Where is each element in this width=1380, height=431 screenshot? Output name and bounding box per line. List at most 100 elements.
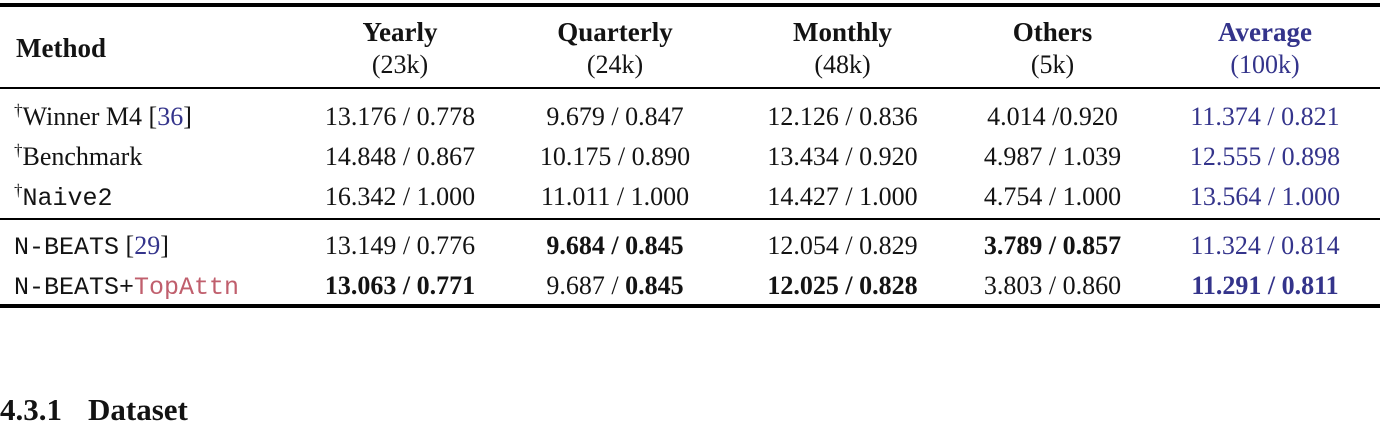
table-row: N-BEATS [29] 13.149 / 0.776 9.684 / 0.845 1… (0, 226, 1380, 266)
text-segment: [ (119, 230, 135, 260)
value-cell-monthly: 12.054 / 0.829 (730, 231, 955, 261)
text-segment: 13.149 / 0.776 (324, 231, 476, 260)
table-rule-top (0, 3, 1380, 7)
text-segment: 13.434 / 0.920 (767, 142, 918, 171)
text-segment: N-BEATS (14, 232, 120, 262)
column-header-count: (5k) (1030, 50, 1075, 79)
column-header-method: Method (0, 10, 300, 86)
text-segment: 12.555 / 0.898 (1189, 142, 1341, 171)
table-row: †Naive2 16.342 / 1.000 11.011 / 1.000 14.42… (0, 177, 1380, 217)
text-segment: 3.789 / 0.857 (983, 231, 1122, 260)
method-cell: †Naive2 (0, 179, 300, 213)
text-segment: ] (160, 230, 169, 260)
text-segment: 4.754 / 1.000 (983, 182, 1122, 211)
column-header-yearly: Yearly (23k) (300, 10, 500, 86)
value-cell-monthly: 12.126 / 0.836 (730, 102, 955, 132)
value-cell-monthly: 13.434 / 0.920 (730, 142, 955, 172)
text-segment: 12.025 / 0.828 (767, 271, 918, 300)
text-segment: 10.175 / 0.890 (539, 142, 691, 171)
text-segment: 11.324 / 0.814 (1190, 231, 1340, 260)
text-segment: 4.987 / 1.039 (983, 142, 1122, 171)
column-header-others: Others (5k) (955, 10, 1150, 86)
text-segment: † (14, 140, 23, 160)
value-cell-quarterly: 9.679 / 0.847 (500, 102, 730, 132)
value-cell-others: 3.803 / 0.860 (955, 271, 1150, 301)
table-rule-below-header (0, 87, 1380, 89)
table-header-row: Method Yearly (23k) Quarterly (24k) Monthly (4… (0, 10, 1380, 86)
value-cell-average: 11.291 / 0.811 (1150, 271, 1380, 301)
method-cell: N-BEATS [29] (0, 231, 300, 262)
value-cell-quarterly: 11.011 / 1.000 (500, 182, 730, 212)
table-group-nbeats: N-BEATS [29] 13.149 / 0.776 9.684 / 0.845 1… (0, 226, 1380, 306)
method-cell: N-BEATS+TopAttn (0, 271, 300, 302)
text-segment: 13.564 / 1.000 (1189, 182, 1341, 211)
value-cell-yearly: 14.848 / 0.867 (300, 142, 500, 172)
text-segment: 11.011 / 1.000 (540, 182, 690, 211)
section-title: Dataset (88, 392, 188, 427)
value-cell-average: 11.324 / 0.814 (1150, 231, 1380, 261)
column-header-count: (100k) (1230, 50, 1300, 79)
table-rule-bottom (0, 304, 1380, 308)
text-segment: ] (183, 102, 192, 131)
citation-number: 29 (134, 230, 161, 260)
text-segment: 9.679 / 0.847 (546, 102, 684, 131)
column-header-label: Quarterly (557, 17, 673, 47)
text-segment: 13.063 / 0.771 (324, 271, 476, 300)
text-segment: 11.374 / 0.821 (1190, 102, 1340, 131)
value-cell-yearly: 13.063 / 0.771 (300, 271, 500, 301)
text-segment: Naive2 (22, 183, 113, 213)
text-segment: † (14, 179, 23, 199)
value-cell-others: 3.789 / 0.857 (955, 231, 1150, 261)
text-segment: TopAttn (134, 272, 240, 302)
column-header-label: Others (1012, 17, 1093, 47)
table-rule-group-separator (0, 218, 1380, 220)
text-segment: 16.342 / 1.000 (324, 182, 476, 211)
column-header-count: (48k) (814, 50, 871, 79)
column-header-average: Average (100k) (1150, 10, 1380, 86)
column-header-label: Average (1218, 17, 1312, 47)
table-row: †Benchmark 14.848 / 0.867 10.175 / 0.890 13… (0, 137, 1380, 177)
value-cell-yearly: 16.342 / 1.000 (300, 182, 500, 212)
text-segment: 11.291 / 0.811 (1191, 271, 1339, 300)
text-segment: 12.126 / 0.836 (767, 102, 918, 131)
text-segment: 14.427 / 1.000 (767, 182, 918, 211)
table-row: N-BEATS+TopAttn 13.063 / 0.771 9.687 / 0.8… (0, 266, 1380, 306)
method-cell: †Benchmark (0, 140, 300, 172)
table-group-baselines: †Winner M4 [36] 13.176 / 0.778 9.679 / 0.8… (0, 97, 1380, 217)
column-header-label: Monthly (792, 17, 892, 47)
section-number: 4.3.1 (0, 392, 62, 427)
text-segment: N-BEATS+ (14, 272, 135, 302)
citation-number: 36 (157, 102, 184, 131)
text-segment: 3.803 / 0.860 (983, 271, 1122, 300)
section-heading: 4.3.1 Dataset (0, 392, 188, 428)
column-header-count: (24k) (586, 50, 644, 79)
value-cell-average: 12.555 / 0.898 (1150, 142, 1380, 172)
text-segment: † (14, 100, 23, 120)
value-cell-average: 13.564 / 1.000 (1150, 182, 1380, 212)
value-cell-yearly: 13.149 / 0.776 (300, 231, 500, 261)
value-cell-yearly: 13.176 / 0.778 (300, 102, 500, 132)
value-cell-quarterly: 9.687 / 0.845 (500, 271, 730, 301)
value-cell-monthly: 14.427 / 1.000 (730, 182, 955, 212)
text-segment: 0.845 (625, 271, 684, 300)
value-cell-average: 11.374 / 0.821 (1150, 102, 1380, 132)
value-cell-quarterly: 9.684 / 0.845 (500, 231, 730, 261)
text-segment: 9.687 / (546, 271, 626, 300)
method-cell: †Winner M4 [36] (0, 100, 300, 132)
text-segment: 13.176 / 0.778 (324, 102, 476, 131)
column-header-count: (23k) (371, 50, 429, 79)
value-cell-quarterly: 10.175 / 0.890 (500, 142, 730, 172)
text-segment: 12.054 / 0.829 (767, 231, 918, 260)
text-segment: Benchmark (22, 142, 143, 171)
column-header-label: Yearly (362, 17, 438, 47)
text-segment: [ (148, 102, 158, 131)
column-header-quarterly: Quarterly (24k) (500, 10, 730, 86)
value-cell-others: 4.754 / 1.000 (955, 182, 1150, 212)
value-cell-monthly: 12.025 / 0.828 (730, 271, 955, 301)
value-cell-others: 4.014 /0.920 (955, 102, 1150, 132)
value-cell-others: 4.987 / 1.039 (955, 142, 1150, 172)
text-segment: 14.848 / 0.867 (324, 142, 476, 171)
text-segment: 9.684 / 0.845 (546, 231, 684, 260)
table-row: †Winner M4 [36] 13.176 / 0.778 9.679 / 0.8… (0, 97, 1380, 137)
